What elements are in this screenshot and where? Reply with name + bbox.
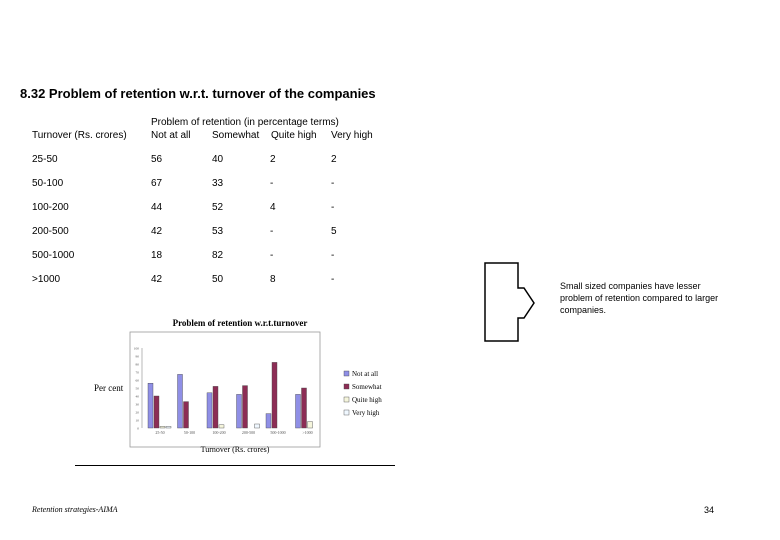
x-tick-label: 500-1000 bbox=[270, 430, 285, 435]
y-tick-label: 90 bbox=[136, 355, 140, 359]
legend-label: Very high bbox=[352, 409, 380, 417]
bar-somewhat bbox=[183, 401, 189, 429]
x-tick-label: 25-50 bbox=[155, 430, 164, 435]
table-cell: 82 bbox=[212, 250, 224, 261]
bar-quite-high bbox=[218, 424, 225, 429]
bar-somewhat bbox=[242, 385, 248, 429]
y-tick-label: 20 bbox=[136, 411, 140, 415]
legend-swatch bbox=[343, 383, 350, 390]
bar-not-at-all bbox=[295, 394, 301, 429]
y-tick-label: 70 bbox=[136, 371, 140, 375]
table-row-header: Turnover (Rs. crores) bbox=[32, 130, 127, 141]
bar-somewhat bbox=[212, 386, 219, 429]
table-cell: 33 bbox=[212, 178, 224, 189]
table-cell: - bbox=[331, 202, 335, 213]
bar-not-at-all bbox=[147, 382, 154, 429]
column-header-somewhat: Somewhat bbox=[212, 130, 260, 141]
table-cell: - bbox=[331, 250, 335, 261]
legend-label: Quite high bbox=[352, 396, 382, 404]
row-label: 200-500 bbox=[32, 226, 69, 237]
table-cell: 5 bbox=[331, 226, 337, 237]
axis-group: 0 10 20 30 40 50 60 70 80 90 100 25-50 50-100 100-200… bbox=[134, 347, 313, 436]
table-cell: 42 bbox=[151, 274, 163, 285]
bar-not-at-all bbox=[236, 394, 242, 429]
table-group-header: Problem of retention (in percentage term… bbox=[151, 117, 339, 128]
bar-not-at-all bbox=[265, 413, 272, 429]
table-cell: 42 bbox=[151, 226, 163, 237]
table-cell: 2 bbox=[331, 154, 337, 165]
y-tick-label: 0 bbox=[137, 427, 139, 431]
y-tick-label: 50 bbox=[136, 387, 140, 391]
legend-label: Not at all bbox=[352, 370, 378, 378]
observation-note: Small sized companies have lesser proble… bbox=[560, 281, 719, 315]
y-axis-label: Per cent bbox=[94, 383, 124, 393]
footer-source: Retention strategies-AIMA bbox=[32, 505, 118, 514]
bar-somewhat bbox=[301, 387, 307, 429]
y-tick-label: 100 bbox=[134, 347, 140, 351]
column-header-not-at-all: Not at all bbox=[151, 130, 191, 141]
table-cell: - bbox=[331, 274, 335, 285]
y-tick-label: 30 bbox=[136, 403, 140, 407]
table-cell: 4 bbox=[270, 202, 276, 213]
page-number: 34 bbox=[704, 505, 715, 515]
bar-not-at-all bbox=[177, 374, 183, 429]
row-label: 100-200 bbox=[32, 202, 69, 213]
bar-somewhat bbox=[271, 362, 278, 429]
column-header-very-high: Very high bbox=[331, 130, 373, 141]
row-label: 50-100 bbox=[32, 178, 64, 189]
table-cell: - bbox=[331, 178, 335, 189]
divider-line bbox=[75, 465, 395, 466]
legend-swatch bbox=[343, 370, 350, 377]
chart-svg: Problem of retention w.r.t.turnover Per … bbox=[94, 318, 382, 454]
table-cell: 40 bbox=[212, 154, 224, 165]
legend: Not at all Somewhat Quite high Very high bbox=[343, 370, 382, 417]
table-cell: 2 bbox=[270, 154, 276, 165]
page-title: 8.32 Problem of retention w.r.t. turnove… bbox=[20, 86, 376, 101]
bar-very-high bbox=[254, 423, 260, 429]
table-cell: - bbox=[270, 178, 274, 189]
right-arrow-icon bbox=[484, 262, 535, 342]
table-cell: 50 bbox=[212, 274, 224, 285]
row-label: 500-1000 bbox=[32, 250, 75, 261]
x-axis-label: Turnover (Rs. crores) bbox=[201, 445, 270, 454]
bar-quite-high bbox=[307, 421, 313, 429]
table-cell: 67 bbox=[151, 178, 163, 189]
legend-swatch bbox=[343, 409, 350, 416]
x-tick-label: 50-100 bbox=[184, 430, 195, 435]
row-label: 25-50 bbox=[32, 154, 58, 165]
chart-title: Problem of retention w.r.t.turnover bbox=[173, 318, 308, 328]
table-cell: 52 bbox=[212, 202, 224, 213]
x-tick-label: 100-200 bbox=[212, 430, 225, 435]
x-tick-label: 200-500 bbox=[242, 430, 255, 435]
bar-not-at-all bbox=[206, 392, 213, 429]
table-cell: 18 bbox=[151, 250, 163, 261]
table-cell: 44 bbox=[151, 202, 163, 213]
legend-label: Somewhat bbox=[352, 383, 382, 391]
row-label: >1000 bbox=[32, 274, 61, 285]
bar-somewhat bbox=[153, 395, 160, 429]
table-cell: - bbox=[270, 250, 274, 261]
table-cell: 8 bbox=[270, 274, 276, 285]
table-cell: - bbox=[270, 226, 274, 237]
bar-quite-high bbox=[159, 426, 166, 429]
y-tick-label: 60 bbox=[136, 379, 140, 383]
table-cell: 56 bbox=[151, 154, 163, 165]
x-tick-label: >1000 bbox=[302, 430, 312, 435]
bar-very-high bbox=[165, 426, 172, 429]
y-tick-label: 40 bbox=[136, 395, 140, 399]
legend-swatch bbox=[343, 396, 350, 403]
plot-area-frame bbox=[129, 331, 321, 448]
column-header-quite-high: Quite high bbox=[271, 130, 317, 141]
bars-group bbox=[147, 362, 313, 429]
table-cell: 53 bbox=[212, 226, 224, 237]
y-tick-label: 80 bbox=[136, 363, 140, 367]
retention-chart: Problem of retention w.r.t.turnover Per … bbox=[90, 312, 400, 462]
y-tick-label: 10 bbox=[136, 419, 140, 423]
